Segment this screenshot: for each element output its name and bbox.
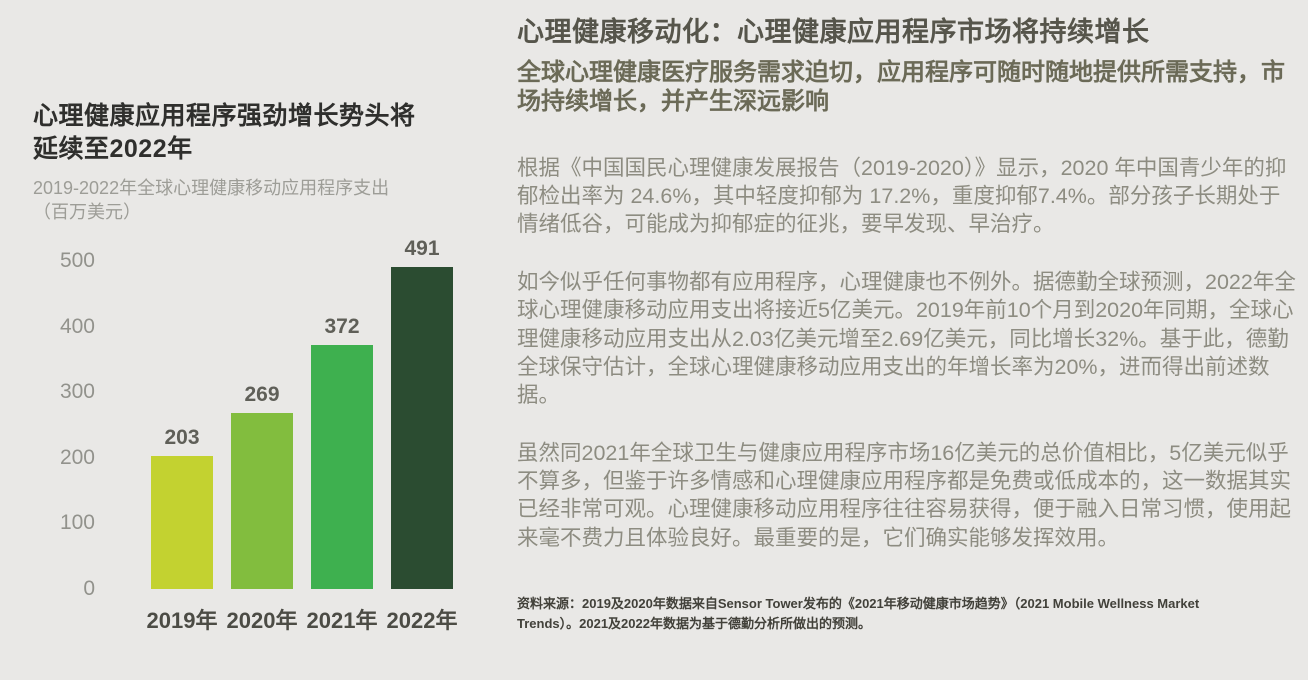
bar-value-label: 491	[404, 237, 440, 260]
y-tick-label: 0	[83, 577, 95, 600]
bar	[391, 267, 453, 589]
chart-title: 心理健康应用程序强劲增长势头将 延续至2022年	[33, 102, 416, 163]
x-tick-label: 2020年	[226, 608, 298, 633]
chart-plot-area: 203 2019年 269 2020年 372 2021年 491 2022年	[147, 237, 481, 633]
bar	[311, 345, 373, 589]
bar-value-label: 372	[324, 315, 360, 338]
bar	[231, 413, 293, 589]
article-paragraph-3: 虽然同2021年全球卫生与健康应用程序市场16亿美元的总价值相比，5亿美元似乎不…	[517, 441, 1292, 550]
y-tick-label: 300	[59, 380, 95, 404]
article-subtitle: 全球心理健康医疗服务需求迫切，应用程序可随时随地提供所需支持，市场持续增长，并产…	[517, 58, 1285, 116]
bar-chart: 0 100 200 300 400 500 203 2019年 269 2020年 372 2021…	[33, 237, 483, 655]
chart-header: 心理健康应用程序强劲增长势头将 延续至2022年 2019-2022年全球心理健…	[33, 100, 493, 225]
source-note: 资料来源：2019及2020年数据来自Sensor Tower发布的《2021年…	[517, 595, 1200, 631]
x-tick-label: 2019年	[146, 608, 218, 633]
y-tick-label: 500	[59, 249, 95, 272]
y-tick-label: 100	[59, 511, 95, 535]
bar	[151, 456, 213, 589]
article-paragraph-1: 根据《中国国民心理健康发展报告（2019-2020）》显示，2020 年中国青少…	[517, 155, 1287, 237]
bar-value-label: 203	[164, 426, 200, 449]
x-tick-label: 2022年	[386, 608, 458, 633]
y-tick-label: 200	[59, 445, 95, 469]
y-tick-label: 400	[59, 314, 95, 338]
chart-y-axis: 0 100 200 300 400 500	[33, 249, 95, 600]
chart-subtitle: 2019-2022年全球心理健康移动应用程序支出 （百万美元）	[33, 178, 390, 223]
bar-value-label: 269	[244, 383, 280, 406]
article-panel: 心理健康移动化：心理健康应用程序市场将持续增长 全球心理健康医疗服务需求迫切，应…	[517, 16, 1297, 634]
x-tick-label: 2021年	[306, 608, 378, 633]
article-paragraph-2: 如今似乎任何事物都有应用程序，心理健康也不例外。据德勤全球预测，2022年全球心…	[517, 270, 1296, 407]
article-title: 心理健康移动化：心理健康应用程序市场将持续增长	[517, 17, 1150, 47]
